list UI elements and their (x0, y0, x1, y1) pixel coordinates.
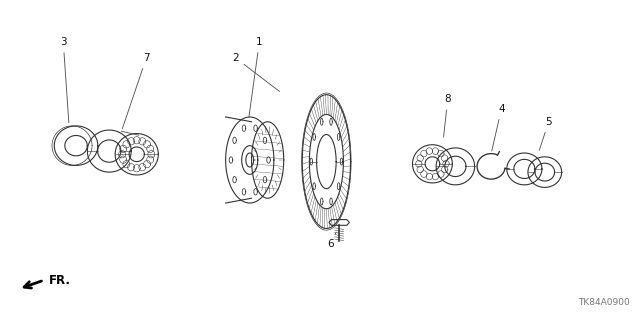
Text: 7: 7 (122, 53, 150, 129)
Text: FR.: FR. (49, 274, 71, 287)
Text: TK84A0900: TK84A0900 (578, 298, 630, 307)
Text: 1: 1 (249, 37, 262, 117)
Text: 5: 5 (540, 117, 552, 150)
Text: 4: 4 (492, 104, 505, 151)
Text: 3: 3 (60, 37, 69, 123)
Text: 8: 8 (444, 94, 451, 137)
Text: 6: 6 (327, 233, 336, 249)
Text: 2: 2 (232, 53, 280, 92)
